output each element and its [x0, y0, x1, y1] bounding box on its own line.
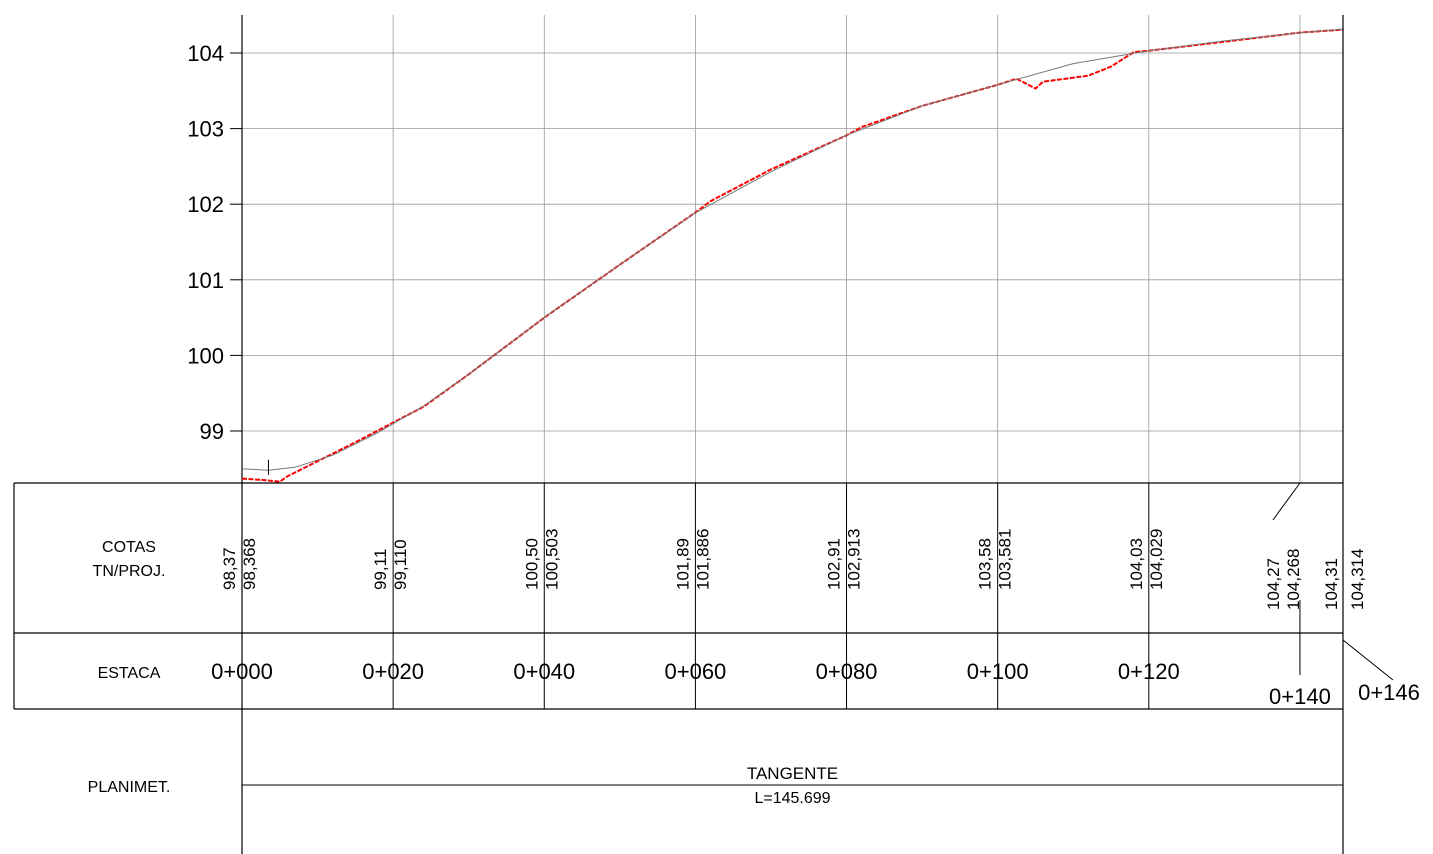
y-tick-label: 103 [187, 117, 224, 142]
y-tick-label: 104 [187, 41, 224, 66]
cota-tn-label: 101,89 [673, 538, 692, 590]
cota-proj-label: 102,913 [845, 529, 864, 590]
cota-proj-label: 103,581 [996, 529, 1015, 590]
series [241, 28, 1344, 483]
cota-proj-label: 104,314 [1348, 549, 1367, 610]
series-line-terreno-natural [241, 28, 1344, 483]
planimet-length: L=145.699 [754, 790, 830, 807]
leader-line [1342, 639, 1394, 681]
row-label-estaca: ESTACA [98, 665, 161, 682]
cota-tn-label: 100,50 [522, 538, 541, 590]
leader-line [1272, 482, 1301, 521]
estaca-label: 0+100 [967, 659, 1029, 684]
y-tick-label: 99 [200, 419, 224, 444]
cota-tn-label: 103,58 [976, 538, 995, 590]
estaca-label: 0+140 [1269, 684, 1331, 709]
estaca-label: 0+120 [1118, 659, 1180, 684]
guitar-table [13, 15, 1394, 854]
cota-proj-label: 101,886 [693, 529, 712, 590]
estaca-label: 0+080 [816, 659, 878, 684]
estaca-label: 0+020 [362, 659, 424, 684]
planimet-name: TANGENTE [747, 764, 838, 783]
y-tick-label: 100 [187, 343, 224, 368]
estaca-label: 0+000 [211, 659, 273, 684]
y-tick-label: 102 [187, 192, 224, 217]
cota-tn-label: 102,91 [825, 538, 844, 590]
y-ticks: 99 100 101 102 103 104 [187, 41, 242, 444]
cota-proj-label: 100,503 [542, 529, 561, 590]
cota-tn-label: 99,11 [371, 549, 390, 590]
cota-tn-label: 98,37 [220, 547, 239, 590]
estaca-label: 0+060 [665, 659, 727, 684]
cota-proj-label: 104,029 [1147, 529, 1166, 590]
row-label-planimet: PLANIMET. [88, 779, 171, 796]
cota-tn-label: 104,03 [1127, 538, 1146, 590]
cota-tn-label: 104,31 [1322, 558, 1341, 610]
estaca-label: 0+146 [1358, 680, 1420, 705]
cota-proj-label: 98,368 [240, 538, 259, 590]
cota-tn-label: 104,27 [1264, 558, 1283, 610]
cota-proj-label: 104,268 [1284, 549, 1303, 610]
guitar-labels: COTAS TN/PROJ. ESTACA PLANIMET. 98,37 98,368 0… [88, 529, 1420, 807]
y-tick-label: 101 [187, 268, 224, 293]
series-line-projeto [241, 28, 1344, 471]
grid [241, 15, 1344, 483]
row-label-cotas-1: COTAS [102, 539, 156, 556]
row-label-cotas-2: TN/PROJ. [93, 563, 166, 580]
estaca-label: 0+040 [513, 659, 575, 684]
cota-proj-label: 99,110 [391, 539, 410, 590]
